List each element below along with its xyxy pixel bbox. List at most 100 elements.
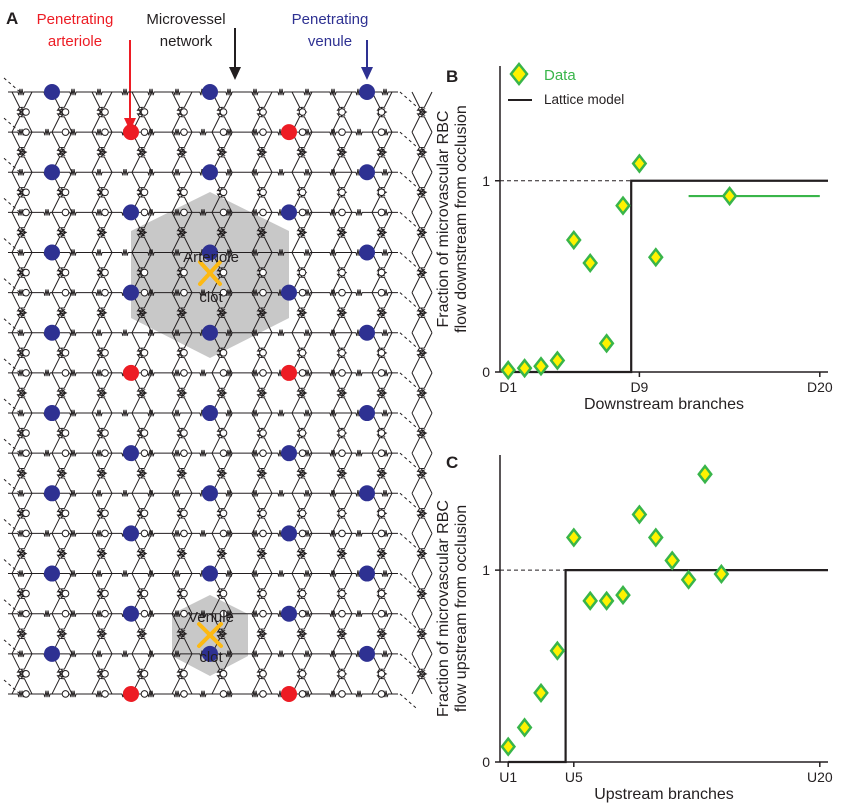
- penetrating-arteriole-node: [123, 124, 139, 141]
- microvessel-segment: [86, 329, 112, 337]
- microvessel-segment: [8, 409, 34, 417]
- penetrating-arteriole-node: [281, 124, 297, 141]
- microvessel-segment: [190, 690, 216, 698]
- microvessel-segment: [242, 490, 268, 497]
- microvessel-segment: [211, 252, 233, 293]
- microvessel-segment: [190, 209, 216, 216]
- microvessel-segment: [411, 533, 433, 574]
- microvessel-segment: [171, 131, 193, 173]
- microvessel-segment: [211, 172, 233, 213]
- microvessel-segment: [51, 292, 73, 334]
- microvessel-segment: [51, 412, 73, 454]
- microvessel-segment: [320, 409, 346, 417]
- microvessel-segment: [164, 168, 190, 176]
- microvessel-segment: [11, 452, 33, 494]
- microvessel-segment: [242, 168, 268, 176]
- microvessel-segment: [294, 490, 320, 497]
- microvessel-segment: [11, 252, 33, 293]
- data-point: [697, 464, 713, 485]
- data-point: [615, 195, 631, 216]
- microvessel-segment: [294, 88, 320, 96]
- capillary-node: [180, 208, 188, 217]
- microvessel-segment: [291, 533, 313, 574]
- capillary-node: [61, 348, 70, 357]
- data-point: [664, 550, 681, 571]
- microvessel-segment: [251, 452, 273, 494]
- venule-clot-label-line2: clot: [199, 649, 223, 666]
- microvessel-segment: [211, 613, 233, 655]
- microvessel-segment: [294, 329, 320, 337]
- capillary-node: [377, 429, 386, 437]
- microvessel-segment: [211, 332, 233, 374]
- microvessel-segment: [211, 533, 233, 574]
- microvessel-segment: [291, 452, 313, 494]
- microvessel-segment: [8, 289, 34, 297]
- microvessel-segment: [91, 533, 113, 574]
- boundary-edge: [399, 693, 417, 709]
- capillary-node: [338, 670, 346, 678]
- microvessel-segment: [11, 412, 33, 454]
- microvessel-segment: [331, 533, 353, 574]
- microvessel-segment: [91, 212, 113, 253]
- capillary-node: [101, 690, 109, 698]
- microvessel-segment: [291, 292, 313, 334]
- microvessel-segment: [138, 88, 164, 96]
- capillary-node: [377, 288, 386, 297]
- capillary-node: [377, 609, 386, 618]
- capillary-node: [140, 589, 149, 598]
- microvessel-segment: [8, 449, 34, 457]
- capillary-node: [101, 609, 109, 618]
- capillary-node: [180, 369, 188, 377]
- capillary-node: [259, 288, 267, 297]
- microvessel-segment: [291, 372, 313, 414]
- data-point: [713, 563, 730, 584]
- microvessel-segment: [91, 452, 113, 494]
- microvessel-segment: [91, 252, 113, 293]
- microvessel-segment: [371, 372, 393, 414]
- capillary-node: [377, 690, 386, 698]
- capillary-node: [140, 690, 149, 698]
- microvessel-segment: [164, 650, 190, 658]
- microvessel-segment: [268, 88, 294, 96]
- microvessel-segment: [211, 653, 233, 695]
- microvessel-segment: [411, 91, 433, 133]
- microvessel-segment: [164, 530, 190, 537]
- microvessel-segment: [320, 530, 346, 537]
- capillary-node: [101, 449, 109, 457]
- microvessel-segment: [91, 332, 113, 374]
- microvessel-segment: [91, 91, 113, 133]
- microvessel-segment: [60, 690, 86, 698]
- capillary-node: [140, 288, 149, 297]
- microvessel-segment: [251, 573, 273, 614]
- data-point: [598, 333, 615, 354]
- microvessel-segment: [291, 613, 313, 655]
- capillary-node: [22, 509, 30, 518]
- microvessel-segment: [138, 449, 164, 457]
- microvessel-segment: [216, 490, 242, 497]
- microvessel-segment: [331, 131, 353, 173]
- microvessel-segment: [51, 91, 73, 133]
- data-point: [598, 590, 615, 611]
- x-axis-title: Downstream branches: [584, 396, 744, 413]
- microvessel-segment: [11, 292, 33, 334]
- penetrating-venule-node: [123, 605, 139, 622]
- microvessel-segment: [11, 332, 33, 374]
- microvessel-segment: [131, 212, 153, 253]
- x-tick-label: D9: [630, 379, 648, 395]
- microvessel-segment: [11, 131, 33, 173]
- capillary-node: [219, 268, 228, 277]
- microvessel-segment: [8, 690, 34, 698]
- penetrating-venule-node: [44, 405, 60, 422]
- y-axis-title-line1: Fraction of microvascular RBC: [435, 500, 452, 717]
- microvessel-segment: [91, 372, 113, 414]
- capillary-node: [140, 509, 149, 518]
- panel-a-lattice: A Penetrating arteriole Microvessel netw…: [3, 9, 433, 709]
- x-tick-label: U1: [499, 769, 517, 785]
- microvessel-segment: [171, 372, 193, 414]
- microvessel-segment: [190, 289, 216, 297]
- microvessel-segment: [251, 412, 273, 454]
- microvessel-segment: [51, 212, 73, 253]
- microvessel-segment: [51, 172, 73, 213]
- capillary-node: [180, 449, 188, 457]
- capillary-node: [101, 128, 109, 136]
